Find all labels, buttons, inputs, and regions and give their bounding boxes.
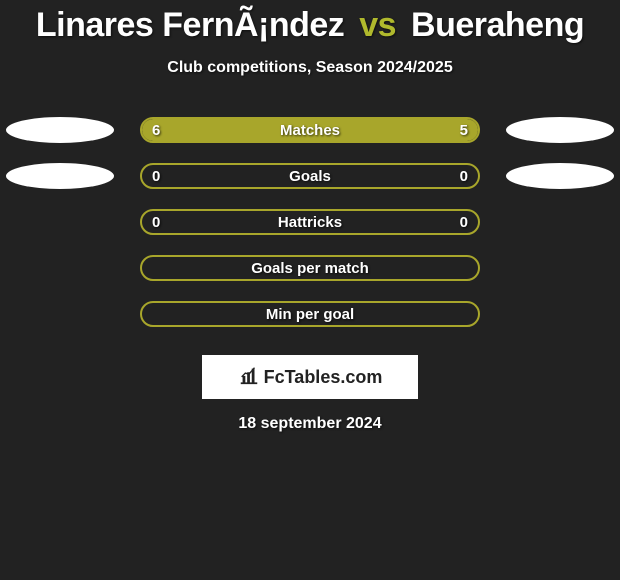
bar-fill-right	[325, 119, 478, 141]
player1-avatar-ellipse	[6, 163, 114, 189]
player1-avatar-ellipse	[6, 117, 114, 143]
stat-bar: 0 0 Hattricks	[140, 209, 480, 235]
logo-box[interactable]: FcTables.com	[202, 355, 418, 399]
stat-value-left: 0	[152, 214, 160, 231]
stat-value-right: 5	[460, 122, 468, 139]
stat-row: Min per goal	[0, 291, 620, 337]
stat-row: 6 5 Matches	[0, 107, 620, 153]
stat-label: Goals	[289, 168, 331, 185]
bar-chart-icon	[238, 364, 260, 391]
stat-label: Hattricks	[278, 214, 342, 231]
stat-label: Matches	[280, 122, 340, 139]
logo-text: FcTables.com	[264, 367, 383, 388]
player1-name: Linares FernÃ¡ndez	[36, 6, 344, 44]
stat-row: 0 0 Goals	[0, 153, 620, 199]
stat-label: Goals per match	[251, 260, 369, 277]
stat-value-left: 0	[152, 168, 160, 185]
player2-avatar-ellipse	[506, 163, 614, 189]
stat-value-right: 0	[460, 214, 468, 231]
stat-row: Goals per match	[0, 245, 620, 291]
player2-avatar-ellipse	[506, 117, 614, 143]
stat-value-right: 0	[460, 168, 468, 185]
stat-bar: 0 0 Goals	[140, 163, 480, 189]
stat-bar: Goals per match	[140, 255, 480, 281]
comparison-title: Linares FernÃ¡ndez vs Bueraheng	[0, 0, 620, 45]
stat-bar: 6 5 Matches	[140, 117, 480, 143]
stat-bar: Min per goal	[140, 301, 480, 327]
subtitle: Club competitions, Season 2024/2025	[0, 59, 620, 77]
date-label: 18 september 2024	[0, 415, 620, 433]
vs-label: vs	[359, 6, 396, 44]
stat-label: Min per goal	[266, 306, 354, 323]
stat-row: 0 0 Hattricks	[0, 199, 620, 245]
stat-value-left: 6	[152, 122, 160, 139]
comparison-chart: 6 5 Matches 0 0 Goals 0 0 Hattricks Goals per mat…	[0, 107, 620, 337]
player2-name: Bueraheng	[411, 6, 584, 44]
